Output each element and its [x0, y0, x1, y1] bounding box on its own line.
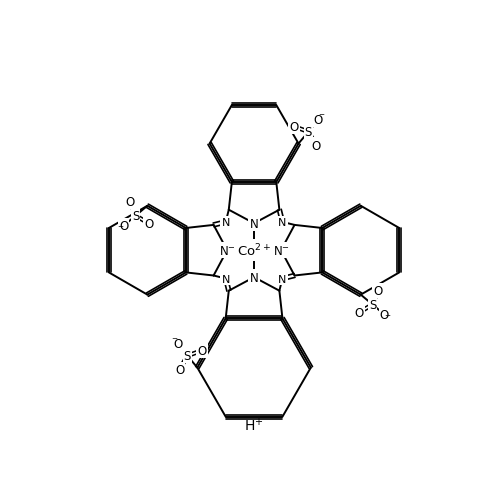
- Text: O: O: [175, 363, 184, 376]
- Text: N: N: [249, 217, 258, 230]
- Text: $^{-}$: $^{-}$: [171, 336, 178, 346]
- Text: O: O: [314, 114, 323, 127]
- Text: S: S: [184, 350, 191, 363]
- Text: $^{-}$: $^{-}$: [116, 224, 124, 234]
- Text: O: O: [126, 195, 135, 208]
- Text: O: O: [119, 219, 128, 232]
- Text: N: N: [222, 274, 230, 284]
- Text: N$^{-}$: N$^{-}$: [219, 244, 236, 257]
- Text: N: N: [278, 217, 287, 227]
- Text: O: O: [373, 284, 383, 297]
- Text: O: O: [289, 121, 298, 134]
- Text: O: O: [311, 139, 321, 152]
- Text: $^{-}$: $^{-}$: [318, 112, 325, 122]
- Text: O: O: [173, 338, 182, 351]
- Text: N: N: [278, 274, 287, 284]
- Text: S: S: [369, 299, 376, 312]
- Text: O: O: [354, 306, 364, 319]
- Text: N: N: [222, 217, 230, 227]
- Text: Co$^{2+}$: Co$^{2+}$: [237, 242, 271, 259]
- Text: H$^{+}$: H$^{+}$: [244, 416, 264, 434]
- Text: O: O: [380, 308, 389, 321]
- Text: N$^{-}$: N$^{-}$: [273, 244, 290, 257]
- Text: O: O: [145, 217, 153, 230]
- Text: S: S: [305, 126, 312, 139]
- Text: N: N: [249, 271, 258, 284]
- Text: S: S: [132, 210, 139, 223]
- Text: $^{-}$: $^{-}$: [384, 313, 392, 323]
- Text: O: O: [198, 344, 206, 357]
